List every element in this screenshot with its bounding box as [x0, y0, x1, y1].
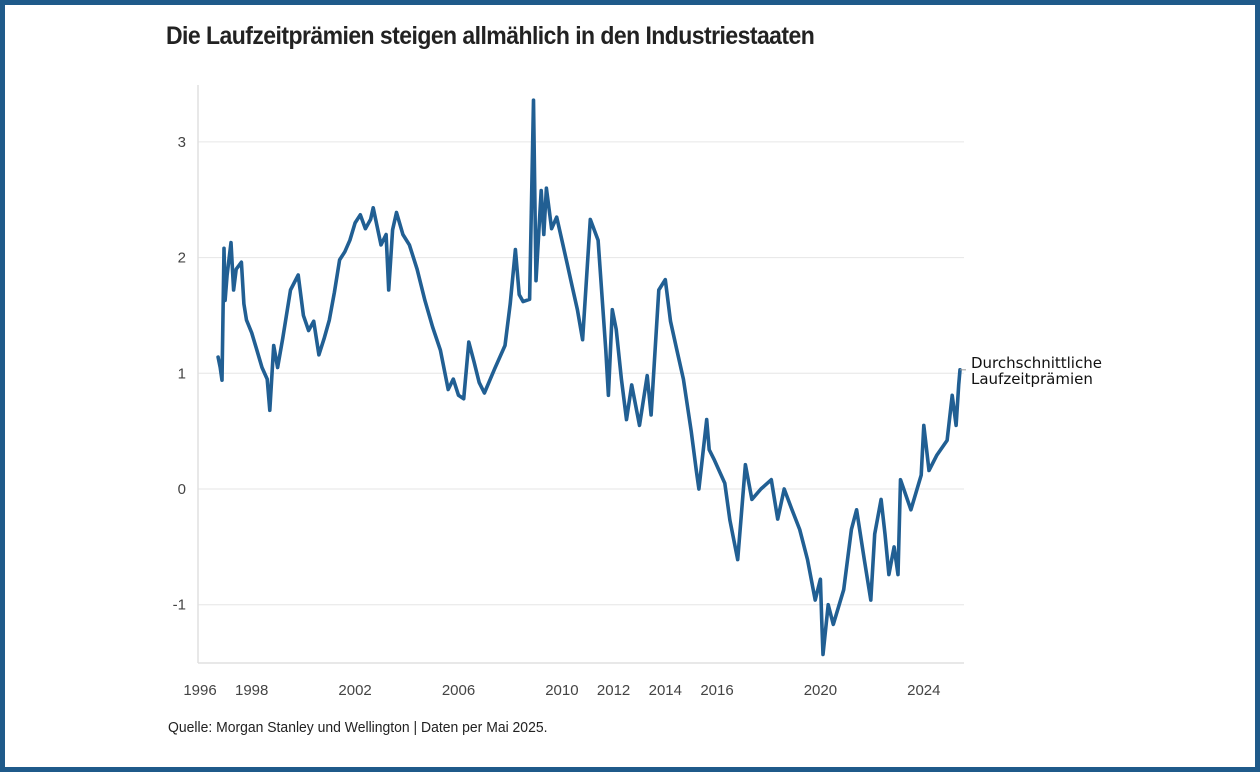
x-tick-label: 2010 — [545, 682, 578, 699]
x-tick-label: 2002 — [338, 682, 371, 699]
x-tick-label: 2024 — [907, 682, 940, 699]
series-line-laufzeitpraemien — [216, 98, 962, 657]
y-tick-label: 2 — [178, 250, 186, 267]
y-tick-label: 3 — [178, 134, 186, 151]
x-tick-label: 2020 — [804, 682, 837, 699]
chart-title: Die Laufzeitprämien steigen allmählich i… — [166, 22, 815, 50]
source-note: Quelle: Morgan Stanley und Wellington | … — [168, 719, 548, 736]
gridlines — [198, 141, 964, 606]
x-tick-label: 1996 — [183, 682, 216, 699]
annotation-label-line-1: Durchschnittliche — [971, 354, 1102, 372]
annotation-label-line-2: Laufzeitprämien — [971, 370, 1093, 388]
y-tick-label: 1 — [178, 365, 186, 382]
y-tick-labels: -1 0 1 2 3 — [173, 134, 186, 614]
x-tick-label: 2006 — [442, 682, 475, 699]
y-tick-label: 0 — [178, 481, 186, 498]
x-tick-label: 2016 — [700, 682, 733, 699]
x-tick-labels: 1996 1998 2002 2006 2010 2012 2014 2016 2020 2024 — [183, 682, 940, 699]
x-tick-label: 1998 — [235, 682, 268, 699]
x-tick-label: 2014 — [649, 682, 682, 699]
x-tick-label: 2012 — [597, 682, 630, 699]
y-tick-label: -1 — [173, 597, 186, 614]
